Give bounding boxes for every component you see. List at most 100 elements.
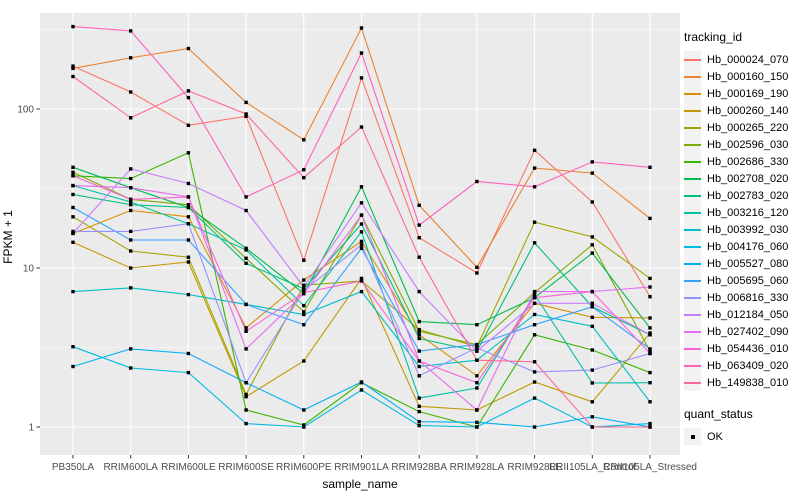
x-tick-label: RRIM600LA	[103, 462, 158, 473]
y-tick-labels: 1 10 100	[17, 105, 34, 434]
data-point	[129, 238, 133, 242]
data-point	[590, 348, 594, 352]
legend-entry-Hb_002708_020: Hb_002708_020	[684, 170, 800, 187]
legend-key-swatch	[684, 153, 701, 170]
data-point	[417, 349, 421, 353]
legend-entry-Hb_004176_060: Hb_004176_060	[684, 238, 800, 255]
y-tick-label: 100	[17, 105, 34, 116]
data-point	[475, 271, 479, 275]
data-point	[417, 359, 421, 363]
data-point	[359, 26, 364, 30]
data-point	[532, 425, 537, 429]
data-point	[359, 380, 364, 384]
data-point	[244, 326, 248, 330]
data-point	[532, 185, 537, 189]
data-point	[590, 171, 594, 175]
data-point	[417, 374, 421, 378]
legend-label: OK	[707, 430, 723, 443]
data-point	[302, 168, 306, 172]
legend-color-line	[684, 76, 701, 78]
data-point	[186, 238, 191, 242]
data-point	[129, 286, 133, 290]
data-point	[71, 165, 75, 169]
data-point	[475, 349, 479, 353]
data-point	[186, 292, 191, 297]
legend-color-line	[684, 110, 701, 112]
legend-key-swatch	[684, 323, 701, 340]
data-point	[302, 283, 306, 287]
legend-color-line	[684, 348, 701, 350]
legend-label: Hb_000260_140	[707, 104, 789, 117]
data-point	[129, 167, 133, 171]
y-axis-title: FPKM + 1	[1, 210, 15, 264]
data-point	[186, 46, 191, 51]
legend-entry-Hb_003992_030: Hb_003992_030	[684, 221, 800, 238]
data-point	[417, 327, 421, 332]
data-point	[475, 358, 479, 362]
legend-label: Hb_004176_060	[707, 240, 789, 253]
data-point	[129, 200, 133, 204]
data-point	[417, 423, 421, 428]
data-point	[648, 381, 652, 385]
data-point	[532, 333, 537, 337]
legend-entry-Hb_054436_010: Hb_054436_010	[684, 340, 800, 357]
data-point	[302, 310, 306, 314]
data-point	[244, 392, 248, 397]
data-point	[359, 246, 364, 250]
data-point	[648, 326, 652, 330]
data-point	[71, 170, 75, 174]
data-point	[475, 346, 479, 350]
data-point	[302, 408, 306, 412]
data-point	[186, 195, 191, 199]
data-point	[532, 220, 537, 224]
legend-key-swatch	[684, 102, 701, 119]
data-point	[590, 160, 594, 164]
data-point	[417, 223, 421, 227]
data-point	[475, 381, 479, 385]
data-point	[244, 248, 248, 252]
data-point	[417, 409, 421, 414]
data-point	[648, 331, 652, 335]
legend-label: Hb_003992_030	[707, 223, 789, 236]
data-point	[186, 370, 191, 375]
legend-entry-Hb_012184_050: Hb_012184_050	[684, 306, 800, 323]
data-point	[359, 125, 364, 129]
legend-key-swatch	[684, 170, 701, 187]
data-point	[475, 386, 479, 390]
legend-label: Hb_000265_220	[707, 121, 789, 134]
legend-entry-Hb_005695_060: Hb_005695_060	[684, 272, 800, 289]
data-point	[590, 425, 594, 429]
data-point	[648, 165, 652, 169]
data-point	[302, 278, 306, 282]
legend-color-line	[684, 246, 701, 248]
x-tick-labels: PB350LA RRIM600LA RRIM600LE RRIM600SE RRIM60…	[52, 462, 697, 473]
legend-key-swatch	[684, 187, 701, 204]
data-point	[590, 368, 594, 372]
data-points	[71, 24, 652, 429]
data-point	[590, 200, 594, 204]
data-point	[475, 420, 479, 424]
data-point	[186, 205, 191, 210]
x-tick-label: RRII105LA_Stressed	[603, 462, 697, 473]
legend-key-swatch	[684, 221, 701, 238]
data-point	[129, 266, 133, 270]
data-point	[71, 24, 75, 29]
x-tick-label: RRIM600SE	[218, 462, 274, 473]
x-tick-label: RRIM928LA	[450, 462, 505, 473]
data-point	[648, 349, 652, 353]
data-point	[129, 366, 133, 370]
data-point	[129, 56, 133, 60]
data-point	[71, 289, 75, 294]
data-point	[648, 216, 652, 221]
data-point	[648, 276, 652, 281]
data-point	[71, 64, 75, 68]
data-point	[186, 89, 191, 93]
data-point	[648, 347, 652, 351]
legend-quant-section: quant_status OK	[684, 407, 800, 445]
data-point	[417, 364, 421, 369]
data-point	[359, 185, 364, 189]
data-point	[302, 285, 306, 289]
legend-key-swatch	[684, 255, 701, 272]
